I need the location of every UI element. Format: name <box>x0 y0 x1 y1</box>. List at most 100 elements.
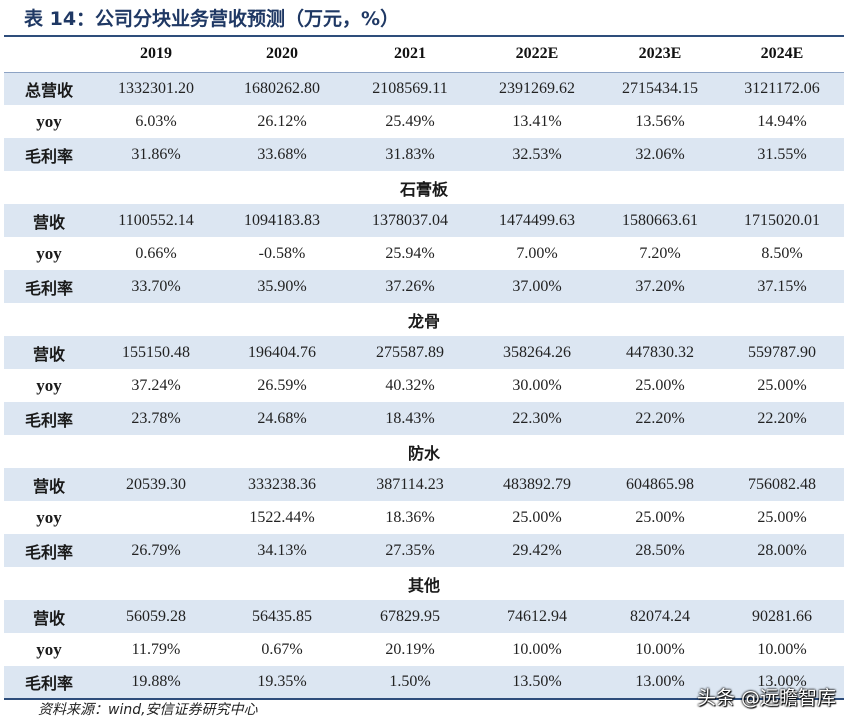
value-cell: 28.00% <box>720 534 844 567</box>
value-cell: 31.86% <box>94 138 218 171</box>
value-cell: 7.20% <box>639 244 681 262</box>
watermark: 头条 @远瞻智库 <box>696 687 836 709</box>
value-cell: 275587.89 <box>346 336 474 369</box>
value-cell: 8.50% <box>761 244 803 262</box>
value-cell: 25.00% <box>757 508 807 526</box>
value-cell: -0.58% <box>258 244 306 262</box>
value-cell: 358264.26 <box>474 336 600 369</box>
value-cell: 604865.98 <box>600 468 720 501</box>
value-cell: 13.00% <box>600 666 720 700</box>
value-cell: 22.20% <box>720 402 844 435</box>
table-row: 营收 56059.28 56435.85 67829.95 74612.94 82074.… <box>4 600 844 633</box>
value-cell: 1094183.83 <box>218 204 346 237</box>
value-cell: 28.50% <box>600 534 720 567</box>
section-header-row: 石膏板 <box>4 171 844 204</box>
section-header-row: 防水 <box>4 435 844 468</box>
value-cell: 37.15% <box>720 270 844 303</box>
value-cell: 25.00% <box>635 508 685 526</box>
row-label: 营收 <box>4 600 94 633</box>
value-cell: 0.67% <box>261 640 303 658</box>
value-cell: 24.68% <box>218 402 346 435</box>
value-cell: 40.32% <box>385 376 435 394</box>
value-cell: 20.19% <box>385 640 435 658</box>
value-cell: 10.00% <box>757 640 807 658</box>
value-cell: 56059.28 <box>94 600 218 633</box>
value-cell: 11.79% <box>131 640 181 658</box>
value-cell: 32.53% <box>474 138 600 171</box>
value-cell: 1332301.20 <box>94 72 218 105</box>
value-cell: 23.78% <box>94 402 218 435</box>
table-row: yoy 6.03% 26.12% 25.49% 13.41% 13.56% 14.94% <box>4 105 844 138</box>
value-cell: 1715020.01 <box>720 204 844 237</box>
row-label: 总营收 <box>4 72 94 105</box>
value-cell: 25.00% <box>757 376 807 394</box>
value-cell: 29.42% <box>474 534 600 567</box>
row-label: 毛利率 <box>4 138 94 171</box>
value-cell: 1522.44% <box>249 508 315 526</box>
header-cell: 2022E <box>474 35 600 73</box>
value-cell: 33.68% <box>218 138 346 171</box>
value-cell: 27.35% <box>346 534 474 567</box>
table-title: 表 14：公司分块业务营收预测（万元，%） <box>24 8 400 30</box>
table-row: 毛利率 31.86% 33.68% 31.83% 32.53% 32.06% 31.55% <box>4 138 844 171</box>
value-cell: 2108569.11 <box>346 72 474 105</box>
header-cell: 2021 <box>346 35 474 73</box>
table-row: 毛利率 26.79% 34.13% 27.35% 29.42% 28.50% 28.00% <box>4 534 844 567</box>
value-cell: 13.41% <box>512 112 562 130</box>
source-note: 资料来源：wind,安信证券研究中心 <box>38 702 258 718</box>
table-row: yoy 0.66% -0.58% 25.94% 7.00% 7.20% 8.50% <box>4 237 844 270</box>
value-cell: 33.70% <box>94 270 218 303</box>
value-cell: 25.94% <box>385 244 435 262</box>
value-cell: 26.59% <box>257 376 307 394</box>
value-cell: 37.26% <box>346 270 474 303</box>
value-cell: 22.20% <box>600 402 720 435</box>
value-cell: 1580663.61 <box>600 204 720 237</box>
value-cell: 2715434.15 <box>600 72 720 105</box>
value-cell: 74612.94 <box>474 600 600 633</box>
value-cell: 37.20% <box>600 270 720 303</box>
value-cell: 756082.48 <box>720 468 844 501</box>
value-cell: 32.06% <box>600 138 720 171</box>
value-cell: 13.50% <box>474 666 600 700</box>
row-label: yoy <box>36 375 62 395</box>
value-cell: 90281.66 <box>720 600 844 633</box>
value-cell: 31.55% <box>720 138 844 171</box>
table-row: 毛利率 33.70% 35.90% 37.26% 37.00% 37.20% 37.15% <box>4 270 844 303</box>
section-title: 石膏板 <box>399 179 448 199</box>
row-label: 毛利率 <box>4 402 94 435</box>
row-label: 毛利率 <box>4 534 94 567</box>
value-cell: 559787.90 <box>720 336 844 369</box>
value-cell: 10.00% <box>512 640 562 658</box>
value-cell: 1680262.80 <box>218 72 346 105</box>
table-row: yoy 1522.44% 18.36% 25.00% 25.00% 25.00% <box>4 501 844 534</box>
header-cell <box>4 35 94 73</box>
row-label: 营收 <box>4 204 94 237</box>
value-cell: 19.88% <box>94 666 218 700</box>
value-cell: 26.79% <box>94 534 218 567</box>
value-cell: 10.00% <box>635 640 685 658</box>
table-row: 毛利率 23.78% 24.68% 18.43% 22.30% 22.20% 22.20% <box>4 402 844 435</box>
table-row: yoy 11.79% 0.67% 20.19% 10.00% 10.00% 10.00% <box>4 633 844 666</box>
header-cell: 2023E <box>600 35 720 73</box>
header-cell: 2020 <box>218 35 346 73</box>
value-cell: 3121172.06 <box>720 72 844 105</box>
value-cell: 155150.48 <box>94 336 218 369</box>
value-cell: 2391269.62 <box>474 72 600 105</box>
value-cell <box>94 501 218 534</box>
value-cell: 18.36% <box>385 508 435 526</box>
table-body: 总营收 1332301.20 1680262.80 2108569.11 2391269… <box>4 72 844 700</box>
row-label: 营收 <box>4 336 94 369</box>
value-cell: 26.12% <box>257 112 307 130</box>
value-cell: 196404.76 <box>218 336 346 369</box>
table-row: 营收 155150.48 196404.76 275587.89 358264.26 44… <box>4 336 844 369</box>
value-cell: 1.50% <box>346 666 474 700</box>
section-title: 龙骨 <box>407 311 440 331</box>
value-cell: 30.00% <box>512 376 562 394</box>
header-cell: 2024E <box>720 35 844 73</box>
header-cell: 2019 <box>94 35 218 73</box>
value-cell: 0.66% <box>135 244 177 262</box>
value-cell: 7.00% <box>516 244 558 262</box>
value-cell: 22.30% <box>474 402 600 435</box>
value-cell: 13.00% <box>720 666 844 700</box>
value-cell: 19.35% <box>218 666 346 700</box>
